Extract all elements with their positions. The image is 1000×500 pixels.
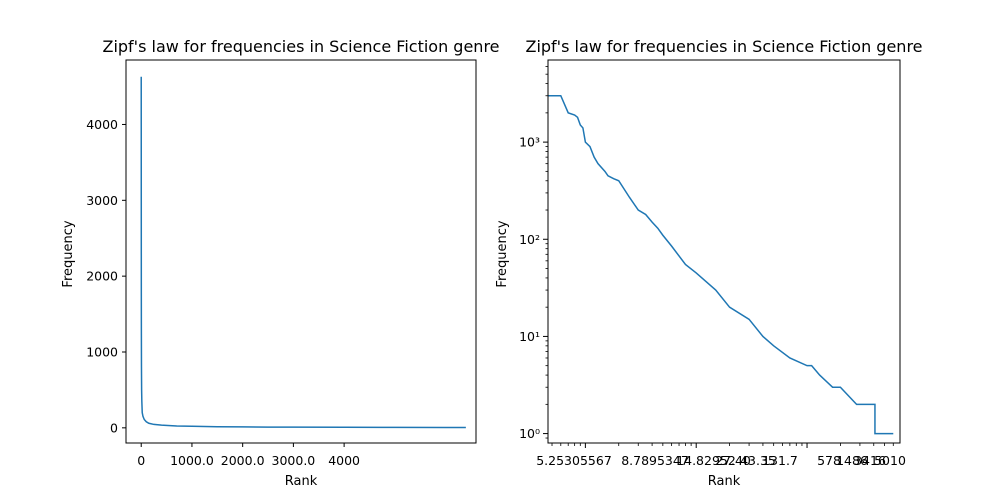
right-x-tick-label: 27.40	[715, 453, 751, 468]
left-x-axis-label: Rank	[285, 474, 318, 489]
left-x-tick-label: 1000.0	[170, 453, 214, 468]
left-plot-title: Zipf's law for frequencies in Science Fi…	[102, 37, 499, 56]
right-x-tick-label: 14.82952	[676, 453, 736, 468]
right-y-tick-label: 10⁰	[519, 426, 540, 441]
right-ticks-layer: 10⁰ 10¹ 10² 10³ 5.25305567 8.789534714.829522…	[519, 66, 906, 468]
right-x-axis-label: Rank	[708, 474, 741, 489]
left-y-axis-label: Frequency	[61, 220, 76, 287]
right-y-tick-label: 10¹	[519, 329, 540, 344]
left-linear-plot: Zipf's law for frequencies in Science Fi…	[61, 37, 500, 489]
right-y-axis-label: Frequency	[495, 220, 510, 287]
left-y-tick-label: 4000	[86, 117, 118, 132]
right-log-plot: Zipf's law for frequencies in Science Fi…	[495, 37, 923, 489]
right-series-line	[548, 95, 894, 435]
right-plot-title: Zipf's law for frequencies in Science Fi…	[525, 37, 922, 56]
left-series-line	[140, 76, 466, 429]
left-y-tick-label: 1000	[86, 344, 118, 359]
left-x-tick-label: 0	[137, 453, 145, 468]
right-x-tick-label: 5010	[874, 453, 906, 468]
right-x-tick-label: 578	[817, 453, 841, 468]
right-y-tick-label: 10²	[519, 232, 540, 247]
left-y-tick-label: 2000	[86, 269, 118, 284]
right-x-tick-label: 8.7895347	[621, 453, 689, 468]
left-x-tick-label: 2000.0	[221, 453, 265, 468]
left-y-tick-label: 0	[110, 420, 118, 435]
left-y-tick-label: 3000	[86, 193, 118, 208]
right-x-tick-label: 3416	[854, 453, 886, 468]
right-x-tick-label: 131.7	[762, 453, 798, 468]
left-x-tick-label: 3000.0	[272, 453, 316, 468]
right-y-tick-label: 10³	[519, 135, 540, 150]
right-x-tick-label: 1486	[836, 453, 868, 468]
left-ticks-layer: 0 1000.0 2000.0 3000.0 4000 0 1000 2000 3000 4000	[86, 117, 360, 468]
right-x-tick-label: 43.35	[740, 453, 776, 468]
left-plot-frame	[125, 59, 477, 444]
left-x-tick-label: 4000	[328, 453, 360, 468]
right-plot-frame	[547, 59, 901, 444]
right-x-tick-label: 5.25305567	[536, 453, 612, 468]
